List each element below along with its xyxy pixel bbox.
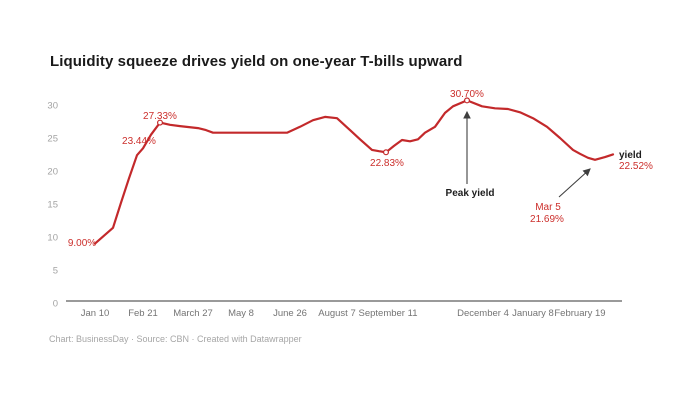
annotation-arrow — [558, 168, 591, 198]
x-tick-label: September 11 — [359, 308, 418, 319]
data-point-marker — [383, 149, 390, 156]
data-point-marker — [157, 119, 164, 126]
x-tick-label: January 8 — [512, 308, 554, 319]
value-label: 30.70% — [450, 89, 484, 100]
x-tick-label: Jan 10 — [81, 308, 110, 319]
x-tick-label: August 7 — [318, 308, 356, 319]
y-tick-label: 15 — [47, 199, 58, 210]
y-tick-label: 20 — [47, 166, 58, 177]
value-label: Mar 5 — [535, 202, 561, 213]
x-tick-label: June 26 — [273, 308, 307, 319]
x-tick-label: February 19 — [554, 308, 605, 319]
value-label: 21.69% — [530, 214, 564, 225]
data-point-marker — [464, 97, 471, 104]
annotation-label: Peak yield — [446, 188, 495, 199]
y-tick-label: 25 — [47, 133, 58, 144]
x-tick-label: Feb 21 — [128, 308, 158, 319]
chart-title: Liquidity squeeze drives yield on one-ye… — [50, 53, 463, 70]
y-tick-label: 5 — [53, 265, 58, 276]
x-tick-label: March 27 — [173, 308, 213, 319]
value-label: 23.44% — [122, 136, 156, 147]
y-tick-label: 0 — [53, 298, 58, 309]
x-tick-label: May 8 — [228, 308, 254, 319]
value-label: 22.52% — [619, 161, 653, 172]
value-label: 9.00% — [68, 238, 96, 249]
value-label: 27.33% — [143, 111, 177, 122]
value-label: 22.83% — [370, 158, 404, 169]
annotation-label: yield — [619, 150, 642, 161]
y-tick-label: 30 — [47, 100, 58, 111]
chart-footer: Chart: BusinessDay · Source: CBN · Creat… — [49, 334, 302, 344]
y-tick-label: 10 — [47, 232, 58, 243]
x-tick-label: December 4 — [457, 308, 509, 319]
